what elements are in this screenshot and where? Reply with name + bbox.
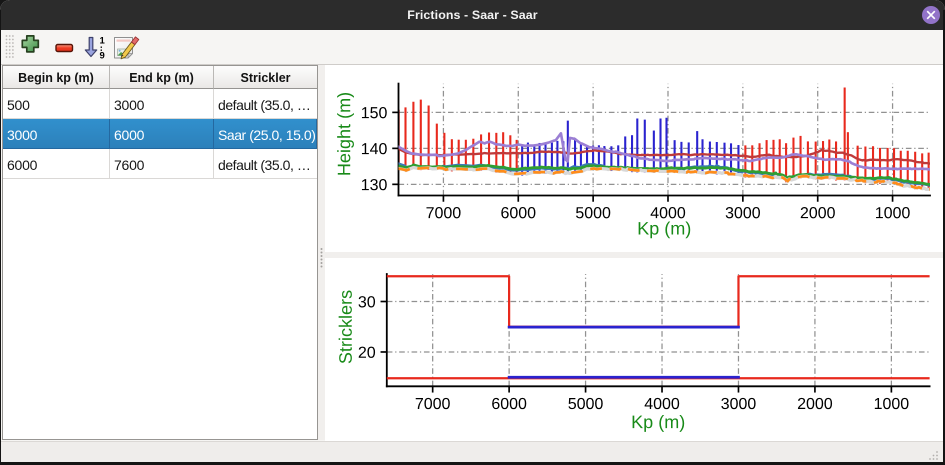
svg-text:9: 9 [100,51,105,62]
svg-text:1: 1 [100,36,106,47]
